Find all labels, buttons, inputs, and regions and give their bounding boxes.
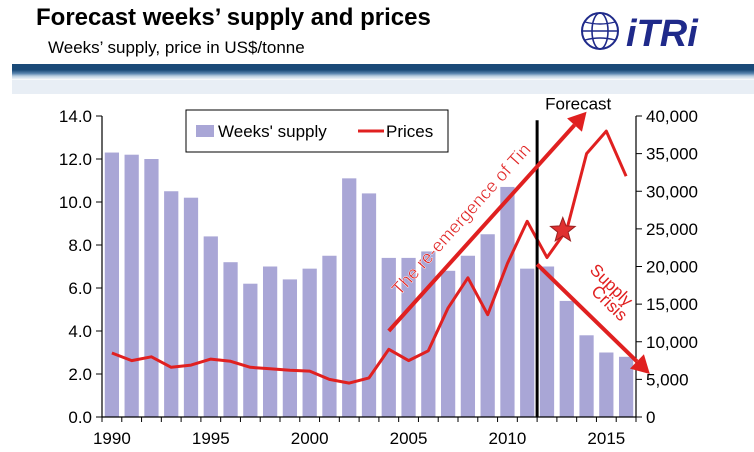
bar-weeks-supply-2000 — [302, 268, 317, 417]
legend-label-prices: Prices — [386, 122, 433, 141]
axes-group: 0.0 2.0 4.0 6.0 8.0 10.0 12.0 14.0 0 5,000 10,000 1… — [59, 107, 698, 448]
supply-crisis-arrow — [535, 262, 639, 363]
y-right-tick-label: 20,000 — [646, 258, 698, 277]
y-right-tick-label: 0 — [646, 408, 655, 427]
y-left-tick-label: 14.0 — [59, 107, 92, 126]
bar-weeks-supply-2013 — [559, 300, 574, 417]
page-title: Forecast weeks’ supply and prices — [36, 4, 431, 31]
y-right-tick-label: 40,000 — [646, 107, 698, 126]
bar-weeks-supply-2006 — [421, 251, 436, 417]
bar-weeks-supply-2014 — [579, 335, 594, 417]
lines-group — [111, 129, 628, 385]
bar-weeks-supply-2004 — [381, 257, 396, 417]
supply-crisis-arrow-head — [629, 354, 650, 374]
y-right-tick-label: 10,000 — [646, 333, 698, 352]
x-tick-label: 2000 — [291, 429, 329, 448]
bar-weeks-supply-2012 — [539, 266, 555, 417]
bar-weeks-supply-2005 — [401, 257, 416, 417]
y-right-tick-label: 15,000 — [646, 295, 698, 314]
legend-swatch-weeks-supply — [196, 125, 214, 137]
x-tick-label: 1995 — [192, 429, 230, 448]
y-left-tick-label: 2.0 — [68, 365, 92, 384]
bar-weeks-supply-1994 — [183, 197, 199, 417]
x-tick-label: 2010 — [489, 429, 527, 448]
header-band — [12, 64, 754, 94]
bar-weeks-supply-1990 — [104, 152, 120, 418]
bar-weeks-supply-2001 — [322, 255, 337, 417]
page-subtitle: Weeks’ supply, price in US$/tonne — [48, 38, 305, 57]
x-tick-label: 2005 — [390, 429, 428, 448]
y-left-tick-label: 6.0 — [68, 279, 92, 298]
logo-text: iTRi — [626, 13, 699, 54]
y-left-tick-label: 0.0 — [68, 408, 92, 427]
bar-weeks-supply-1997 — [243, 283, 258, 417]
bar-weeks-supply-1992 — [144, 159, 159, 417]
bar-weeks-supply-1995 — [203, 236, 218, 417]
bar-weeks-supply-2003 — [361, 193, 377, 417]
x-tick-label: 2015 — [587, 429, 625, 448]
bar-weeks-supply-1993 — [164, 191, 179, 417]
y-left-tick-label: 8.0 — [68, 236, 92, 255]
bar-weeks-supply-2015 — [599, 352, 614, 417]
bars-group — [104, 152, 634, 418]
legend-label-weeks-supply: Weeks' supply — [218, 122, 327, 141]
y-right-tick-label: 30,000 — [646, 182, 698, 201]
bar-weeks-supply-2016 — [618, 356, 634, 417]
reemergence-arrow-head — [567, 111, 587, 132]
bar-weeks-supply-2008 — [460, 255, 476, 417]
reemergence-arrow — [387, 123, 576, 333]
line-prices — [111, 129, 628, 385]
forecast-label: Forecast — [545, 95, 611, 114]
itri-logo: iTRi — [581, 12, 699, 54]
legend: Weeks' supply Prices — [185, 109, 449, 153]
y-right-tick-label: 25,000 — [646, 220, 698, 239]
y-left-tick-label: 10.0 — [59, 193, 92, 212]
bar-weeks-supply-1991 — [124, 154, 139, 417]
star-marker — [549, 215, 577, 243]
bar-weeks-supply-2010 — [500, 186, 515, 417]
bar-weeks-supply-1996 — [223, 262, 238, 417]
globe-icon — [581, 12, 619, 50]
bar-weeks-supply-2002 — [342, 178, 357, 417]
x-tick-label: 1990 — [93, 429, 131, 448]
y-right-tick-label: 35,000 — [646, 145, 698, 164]
bar-weeks-supply-2011 — [520, 268, 535, 417]
bar-weeks-supply-1999 — [282, 279, 298, 417]
bar-weeks-supply-2009 — [480, 234, 495, 417]
bar-weeks-supply-1998 — [262, 266, 278, 417]
y-left-tick-label: 4.0 — [68, 322, 92, 341]
y-right-tick-label: 5,000 — [646, 370, 689, 389]
bar-weeks-supply-2007 — [440, 270, 456, 417]
y-left-tick-label: 12.0 — [59, 150, 92, 169]
